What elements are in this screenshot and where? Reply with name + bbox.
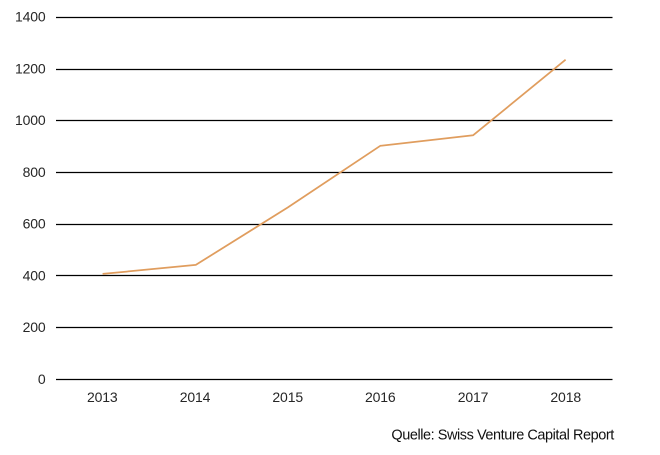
svg-text:2014: 2014 (180, 389, 211, 405)
svg-text:Quelle: Swiss Venture Capital: Quelle: Swiss Venture Capital Report (391, 427, 614, 443)
svg-text:1400: 1400 (15, 9, 46, 25)
svg-text:2016: 2016 (365, 389, 396, 405)
svg-text:0: 0 (38, 371, 46, 387)
svg-text:600: 600 (23, 216, 46, 232)
svg-text:200: 200 (23, 319, 46, 335)
svg-text:2013: 2013 (87, 389, 118, 405)
svg-text:2017: 2017 (458, 389, 489, 405)
svg-text:2015: 2015 (272, 389, 303, 405)
svg-text:1000: 1000 (15, 112, 46, 128)
svg-text:800: 800 (23, 164, 46, 180)
svg-text:1200: 1200 (15, 61, 46, 77)
svg-text:400: 400 (23, 267, 46, 283)
svg-text:2018: 2018 (550, 389, 581, 405)
